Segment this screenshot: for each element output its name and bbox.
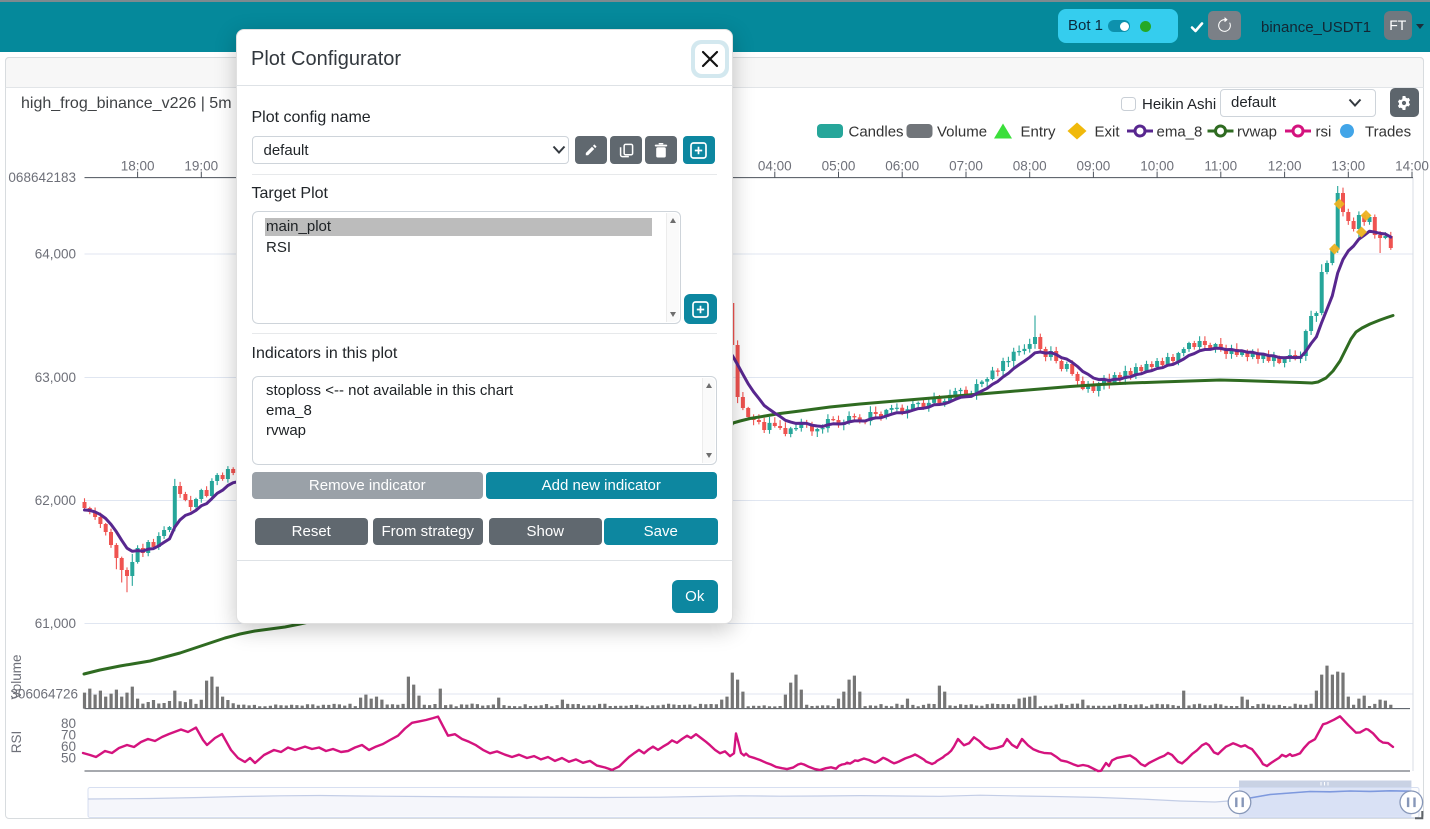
svg-text:05:00: 05:00 [822,159,856,174]
svg-text:13:00: 13:00 [1331,159,1365,174]
svg-text:06:00: 06:00 [885,159,919,174]
svg-text:rsi: rsi [1316,124,1332,141]
svg-text:04:00: 04:00 [758,159,792,174]
svg-text:64,000: 64,000 [35,247,76,262]
svg-text:rvwap: rvwap [1237,124,1277,141]
svg-text:11:00: 11:00 [1204,159,1237,174]
svg-text:60: 60 [61,739,76,754]
svg-text:08:00: 08:00 [1013,159,1047,174]
svg-text:RSI: RSI [9,731,24,754]
svg-text:Entry: Entry [1021,124,1057,141]
svg-text:306064726: 306064726 [10,686,78,701]
svg-text:14:00: 14:00 [1395,159,1429,174]
svg-text:ema_8: ema_8 [1157,124,1203,141]
svg-text:18:00: 18:00 [121,159,155,174]
svg-text:50: 50 [61,751,76,766]
svg-text:80: 80 [61,716,76,731]
svg-text:Trades: Trades [1365,124,1411,141]
svg-text:12:00: 12:00 [1268,159,1302,174]
svg-text:61,000: 61,000 [35,616,76,631]
svg-text:Exit: Exit [1095,124,1121,141]
svg-text:Volume: Volume [937,124,987,141]
svg-text:63,000: 63,000 [35,370,76,385]
svg-text:70: 70 [61,728,76,743]
svg-text:19:00: 19:00 [184,159,218,174]
svg-text:068642183: 068642183 [8,170,76,185]
svg-text:Candles: Candles [849,124,904,141]
svg-text:62,000: 62,000 [35,493,76,508]
svg-text:high_frog_binance_v226 | 5m: high_frog_binance_v226 | 5m [21,95,232,112]
svg-text:Volume: Volume [9,654,24,699]
svg-text:07:00: 07:00 [949,159,983,174]
svg-text:09:00: 09:00 [1077,159,1111,174]
svg-text:10:00: 10:00 [1140,159,1174,174]
